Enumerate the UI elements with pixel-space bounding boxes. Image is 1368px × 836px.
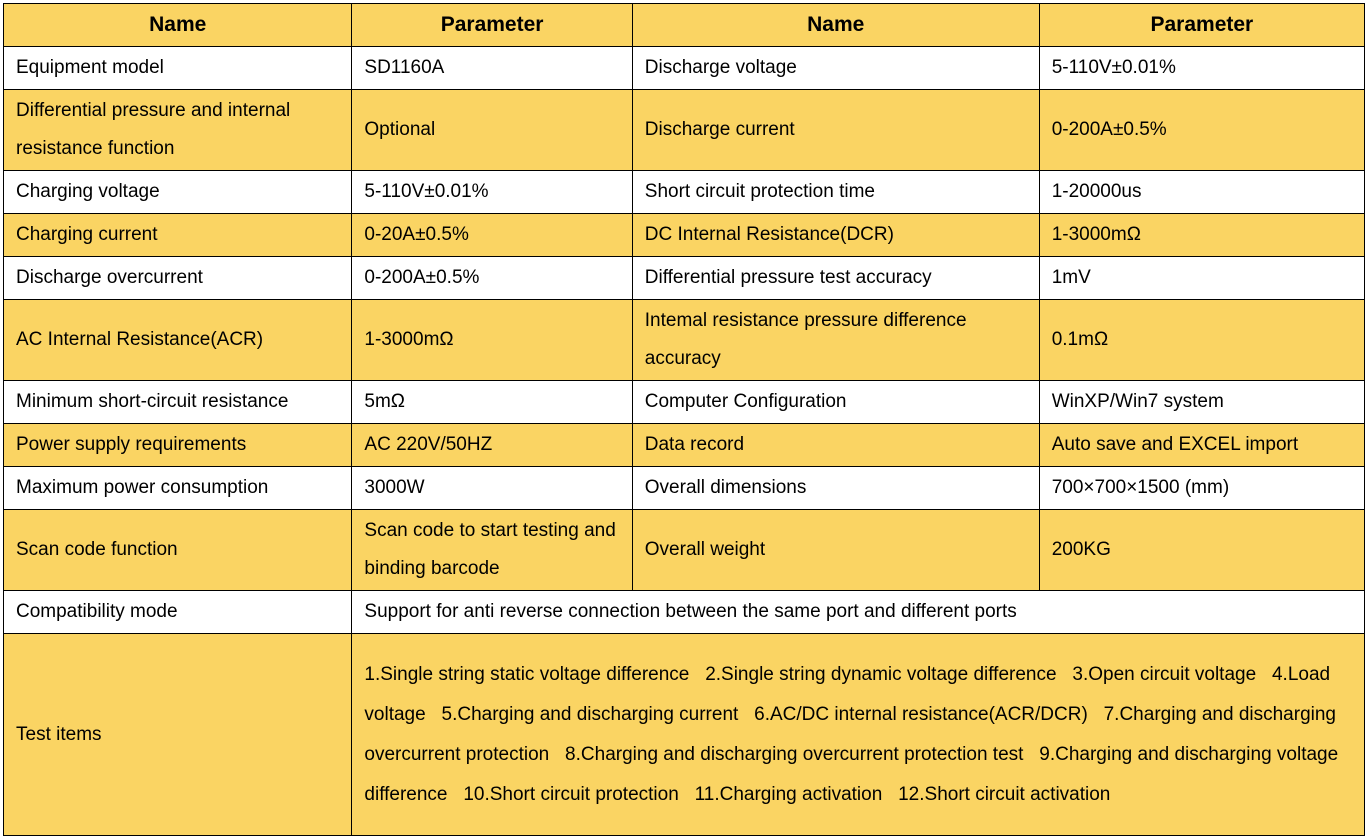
- table-row: Scan code function Scan code to start te…: [2, 509, 1366, 591]
- header-cell-name-right: Name: [631, 3, 1040, 47]
- param-cell: Auto save and EXCEL import: [1038, 423, 1366, 467]
- param-cell: 700×700×1500 (mm): [1038, 466, 1366, 510]
- param-cell: 3000W: [351, 466, 633, 510]
- param-cell: 0-200A±0.5%: [1038, 89, 1366, 171]
- header-cell-parameter-left: Parameter: [351, 3, 633, 47]
- param-cell: 0-200A±0.5%: [351, 256, 633, 300]
- name-cell: Discharge current: [631, 89, 1040, 171]
- name-cell: Differential pressure test accuracy: [631, 256, 1040, 300]
- param-cell: 5-110V±0.01%: [351, 170, 633, 214]
- name-cell: Minimum short-circuit resistance: [2, 380, 353, 424]
- table-row: Equipment model SD1160A Discharge voltag…: [2, 46, 1366, 90]
- name-cell: Computer Configuration: [631, 380, 1040, 424]
- table-row: Power supply requirements AC 220V/50HZ D…: [2, 423, 1366, 467]
- name-cell: Short circuit protection time: [631, 170, 1040, 214]
- table-row: AC Internal Resistance(ACR) 1-3000mΩ Int…: [2, 299, 1366, 381]
- table-row: Charging current 0-20A±0.5% DC Internal …: [2, 213, 1366, 257]
- param-cell: 1-20000us: [1038, 170, 1366, 214]
- param-cell: 0-20A±0.5%: [351, 213, 633, 257]
- table-row: Minimum short-circuit resistance 5mΩ Com…: [2, 380, 1366, 424]
- name-cell: Overall dimensions: [631, 466, 1040, 510]
- name-cell: Equipment model: [2, 46, 353, 90]
- param-cell: 1-3000mΩ: [1038, 213, 1366, 257]
- table-row: Discharge overcurrent 0-200A±0.5% Differ…: [2, 256, 1366, 300]
- name-cell: Overall weight: [631, 509, 1040, 591]
- param-cell: 200KG: [1038, 509, 1366, 591]
- name-cell: Power supply requirements: [2, 423, 353, 467]
- compatibility-row: Compatibility mode Support for anti reve…: [2, 590, 1365, 634]
- name-cell: Discharge overcurrent: [2, 256, 353, 300]
- header-cell-name-left: Name: [2, 3, 353, 47]
- spec-sheet-page: Name Parameter Name Parameter Equipment …: [2, 3, 1366, 836]
- name-cell: Scan code function: [2, 509, 353, 591]
- header-row: Name Parameter Name Parameter: [2, 3, 1366, 47]
- param-cell: Scan code to start testing and binding b…: [351, 509, 633, 591]
- table-row: Maximum power consumption 3000W Overall …: [2, 466, 1366, 510]
- param-cell: 0.1mΩ: [1038, 299, 1366, 381]
- table-row: Differential pressure and internal resis…: [2, 89, 1366, 171]
- header-cell-parameter-right: Parameter: [1038, 3, 1366, 47]
- name-cell: Data record: [631, 423, 1040, 467]
- name-cell: Charging voltage: [2, 170, 353, 214]
- compatibility-value-cell: Support for anti reverse connection betw…: [351, 590, 1365, 634]
- name-cell: DC Internal Resistance(DCR): [631, 213, 1040, 257]
- param-cell: AC 220V/50HZ: [351, 423, 633, 467]
- param-cell: Optional: [351, 89, 633, 171]
- test-items-row: Test items 1.Single string static voltag…: [2, 633, 1365, 836]
- name-cell: Maximum power consumption: [2, 466, 353, 510]
- test-items-value-cell: 1.Single string static voltage differenc…: [351, 633, 1365, 836]
- table-row: Charging voltage 5-110V±0.01% Short circ…: [2, 170, 1366, 214]
- name-cell: AC Internal Resistance(ACR): [2, 299, 353, 381]
- name-cell: Test items: [2, 633, 353, 836]
- param-cell: 1mV: [1038, 256, 1366, 300]
- name-cell: Discharge voltage: [631, 46, 1040, 90]
- name-cell: Differential pressure and internal resis…: [2, 89, 353, 171]
- param-cell: WinXP/Win7 system: [1038, 380, 1366, 424]
- name-cell: Compatibility mode: [2, 590, 353, 634]
- name-cell: Intemal resistance pressure difference a…: [631, 299, 1040, 381]
- name-cell: Charging current: [2, 213, 353, 257]
- param-cell: 5-110V±0.01%: [1038, 46, 1366, 90]
- param-cell: 1-3000mΩ: [351, 299, 633, 381]
- param-cell: 5mΩ: [351, 380, 633, 424]
- param-cell: SD1160A: [351, 46, 633, 90]
- equipment-spec-table: Name Parameter Name Parameter Equipment …: [2, 3, 1366, 836]
